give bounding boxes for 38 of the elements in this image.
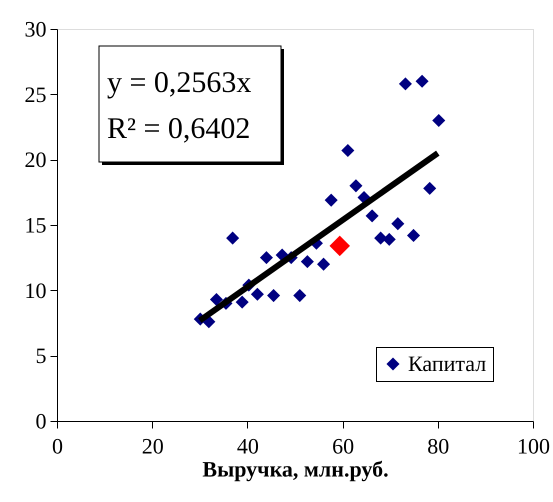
x-axis-title: Выручка, млн.руб. bbox=[202, 456, 389, 482]
point bbox=[366, 209, 379, 222]
point bbox=[226, 232, 240, 245]
point bbox=[382, 232, 396, 246]
y-tick-label: 30 bbox=[24, 16, 46, 42]
point bbox=[341, 144, 354, 158]
y-tick-label: 5 bbox=[36, 343, 46, 368]
point bbox=[236, 296, 249, 309]
x-tick-label: 100 bbox=[517, 434, 550, 458]
point bbox=[260, 251, 273, 264]
point bbox=[267, 289, 280, 302]
annotation: y = 0,2563x bbox=[107, 66, 252, 99]
point bbox=[407, 228, 420, 242]
point bbox=[391, 217, 404, 230]
point bbox=[329, 236, 350, 256]
point bbox=[250, 288, 264, 301]
y-tick-label: 0 bbox=[36, 408, 46, 434]
point bbox=[416, 74, 429, 88]
x-tick-label: 0 bbox=[52, 434, 63, 458]
annotation: R² = 0,6402 bbox=[107, 112, 250, 145]
point bbox=[432, 114, 446, 127]
point bbox=[349, 179, 362, 192]
point bbox=[300, 255, 314, 268]
y-tick-label: 10 bbox=[24, 278, 46, 303]
x-tick-label: 80 bbox=[427, 434, 450, 458]
x-tick-label: 20 bbox=[142, 434, 164, 458]
y-tick-label: 15 bbox=[24, 212, 46, 238]
point bbox=[324, 194, 338, 207]
x-tick-label: 40 bbox=[236, 434, 259, 458]
legend-label: Капитал bbox=[408, 351, 486, 376]
point bbox=[293, 289, 306, 302]
x-tick-label: 60 bbox=[332, 434, 354, 458]
y-tick-label: 20 bbox=[24, 147, 46, 172]
point bbox=[423, 182, 436, 195]
point bbox=[398, 77, 412, 90]
point bbox=[210, 292, 223, 306]
point bbox=[317, 258, 330, 271]
y-tick-label: 25 bbox=[24, 82, 46, 107]
